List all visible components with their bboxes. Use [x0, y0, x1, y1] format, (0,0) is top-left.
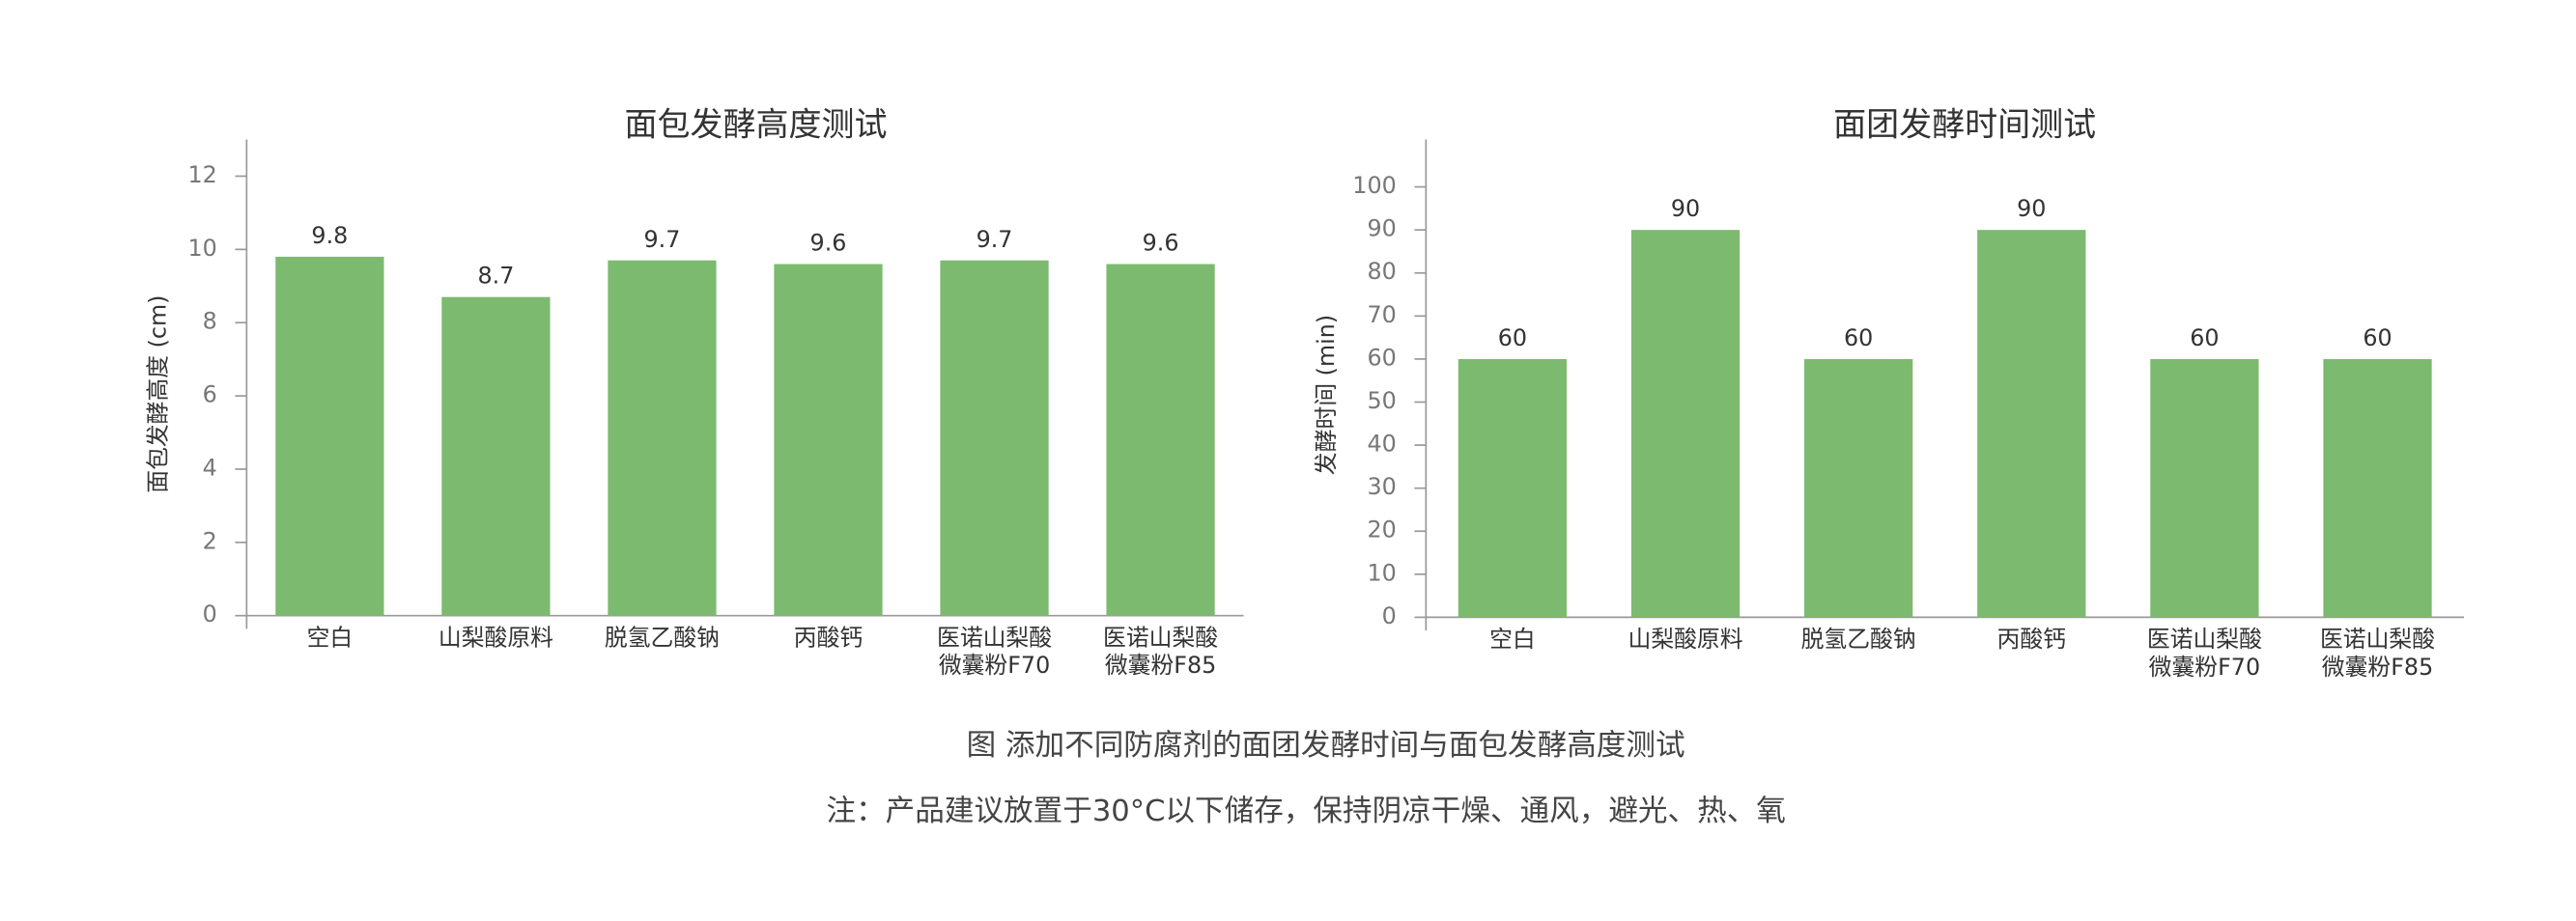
value-label: 8.7	[477, 263, 514, 290]
x-tick-label-box: 医诺山梨酸微囊粉F70	[2146, 627, 2262, 682]
value-label: 60	[1498, 324, 1527, 351]
chart-title: 面团发酵时间测试	[1833, 105, 2096, 144]
bar	[940, 260, 1049, 616]
bar	[774, 264, 883, 616]
x-tick-label-box: 空白	[306, 625, 354, 653]
y-axis-label: 发酵时间 (min)	[1313, 315, 1340, 475]
y-tick-label: 10	[187, 235, 216, 262]
y-tick-label: 60	[1367, 344, 1396, 371]
bar	[1106, 264, 1215, 616]
y-tick-label: 6	[203, 381, 217, 408]
y-tick-label: 20	[1367, 516, 1396, 544]
x-tick-label-box: 山梨酸原料	[438, 625, 553, 653]
x-tick-label: 医诺山梨酸微囊粉F85	[1103, 625, 1219, 681]
x-tick-label-box: 医诺山梨酸微囊粉F70	[937, 625, 1053, 681]
value-label: 9.8	[311, 222, 348, 249]
value-label: 60	[2363, 324, 2392, 351]
x-tick-label: 山梨酸原料	[438, 625, 553, 653]
y-tick-label: 8	[203, 308, 217, 335]
x-tick-label: 山梨酸原料	[1628, 627, 1743, 654]
y-tick-label: 80	[1367, 258, 1396, 285]
x-tick-label: 医诺山梨酸微囊粉F85	[2319, 627, 2436, 682]
y-tick-label: 50	[1367, 387, 1396, 414]
x-tick-label-box: 脱氢乙酸钠	[1800, 627, 1916, 654]
x-tick-label: 医诺山梨酸微囊粉F70	[937, 625, 1053, 681]
figure-caption: 图 添加不同防腐剂的面团发酵时间与面包发酵高度测试	[967, 729, 1685, 763]
note: 注：产品建议放置于30°C以下储存，保持阴凉干燥、通风，避光、热、氧	[827, 795, 1786, 828]
x-tick-label: 医诺山梨酸微囊粉F70	[2146, 627, 2262, 682]
y-tick-label: 70	[1367, 301, 1396, 328]
value-label: 9.6	[1143, 230, 1179, 257]
bar	[1977, 230, 2086, 618]
x-tick-label: 脱氢乙酸钠	[1800, 627, 1916, 654]
bar	[608, 260, 717, 616]
x-tick-label-box: 山梨酸原料	[1628, 627, 1743, 654]
x-tick-label: 空白	[306, 625, 354, 653]
bar	[441, 296, 551, 616]
y-tick-label: 90	[1367, 215, 1396, 242]
bar	[1804, 358, 1913, 618]
value-label: 9.7	[977, 226, 1013, 253]
y-tick-label: 12	[187, 161, 216, 188]
y-tick-label: 4	[203, 454, 217, 481]
bar	[1630, 230, 1741, 618]
x-tick-label-box: 医诺山梨酸微囊粉F85	[2319, 627, 2436, 682]
value-label: 90	[1671, 195, 1700, 222]
x-tick-label: 丙酸钙	[1996, 627, 2066, 654]
value-label: 60	[2190, 324, 2219, 351]
x-tick-label-box: 丙酸钙	[793, 625, 863, 653]
bar	[1458, 358, 1568, 618]
bar	[275, 256, 384, 616]
x-tick-label-box: 空白	[1489, 627, 1536, 654]
y-axis-label: 面包发酵高度 (cm)	[145, 295, 172, 493]
y-tick-label: 10	[1367, 559, 1396, 586]
x-tick-label-box: 脱氢乙酸钠	[604, 625, 720, 653]
value-label: 9.6	[810, 230, 847, 257]
x-tick-label: 脱氢乙酸钠	[604, 625, 720, 653]
y-tick-label: 100	[1352, 172, 1396, 199]
y-tick-label: 30	[1367, 473, 1396, 500]
y-tick-label: 2	[203, 527, 217, 554]
x-tick-label-box: 丙酸钙	[1996, 627, 2066, 654]
chart-title: 面包发酵高度测试	[625, 105, 888, 144]
value-label: 9.7	[644, 226, 681, 253]
y-tick-label: 40	[1367, 431, 1396, 458]
value-label: 90	[2017, 195, 2046, 222]
x-tick-label: 丙酸钙	[793, 625, 863, 653]
bar	[2323, 358, 2432, 618]
x-tick-label-box: 医诺山梨酸微囊粉F85	[1103, 625, 1219, 681]
bar	[2150, 358, 2259, 618]
y-tick-label: 0	[1382, 602, 1397, 629]
value-label: 60	[1844, 324, 1873, 351]
x-tick-label: 空白	[1489, 627, 1536, 654]
y-tick-label: 0	[203, 600, 217, 628]
